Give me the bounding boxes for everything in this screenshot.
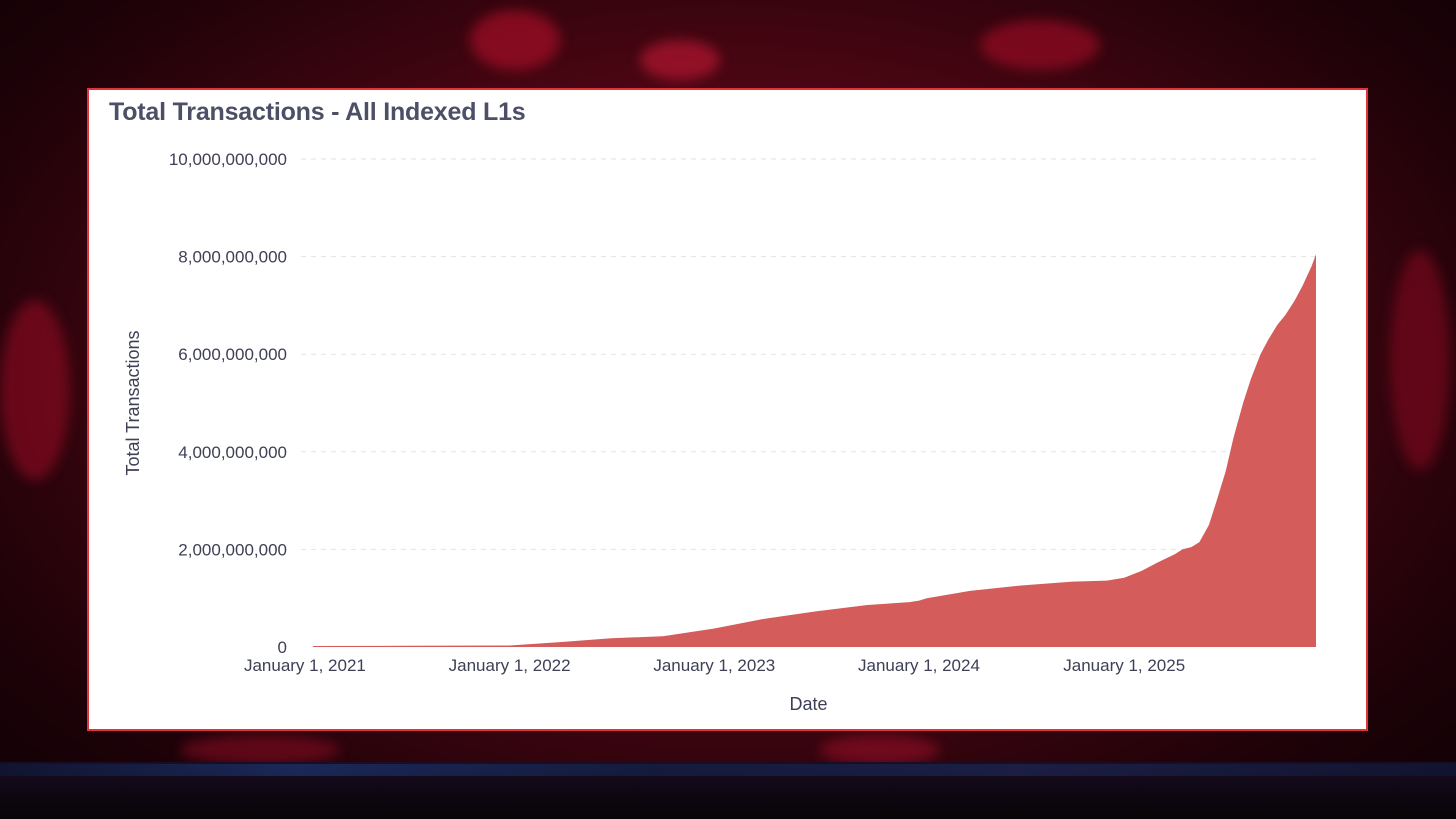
x-tick-label: January 1, 2023 (653, 656, 775, 675)
background-glow (820, 735, 940, 765)
y-tick-label: 2,000,000,000 (178, 540, 287, 559)
chart-title: Total Transactions - All Indexed L1s (109, 98, 526, 126)
y-tick-label: 6,000,000,000 (178, 345, 287, 364)
y-axis-title: Total Transactions (123, 330, 143, 475)
background-glow (470, 10, 560, 70)
y-tick-label: 0 (278, 638, 287, 657)
background-glow (640, 40, 720, 80)
x-tick-label: January 1, 2024 (858, 656, 980, 675)
background-glow (980, 20, 1100, 70)
y-tick-label: 8,000,000,000 (178, 248, 287, 267)
background-glow (180, 735, 340, 765)
chart-panel: Total Transactions - All Indexed L1s 0 2,… (87, 88, 1368, 731)
background-glow (0, 300, 70, 480)
background-band-line (0, 764, 1456, 776)
x-axis-title: Date (789, 694, 827, 714)
x-tick-label: January 1, 2022 (449, 656, 571, 675)
x-tick-label: January 1, 2025 (1063, 656, 1185, 675)
x-tick-label: January 1, 2021 (244, 656, 366, 675)
background-glow (1390, 250, 1450, 470)
area-chart: 0 2,000,000,000 4,000,000,000 6,000,000,000… (123, 150, 1316, 714)
area-series (312, 254, 1316, 647)
y-tick-label: 4,000,000,000 (178, 443, 287, 462)
y-tick-label: 10,000,000,000 (169, 150, 287, 169)
